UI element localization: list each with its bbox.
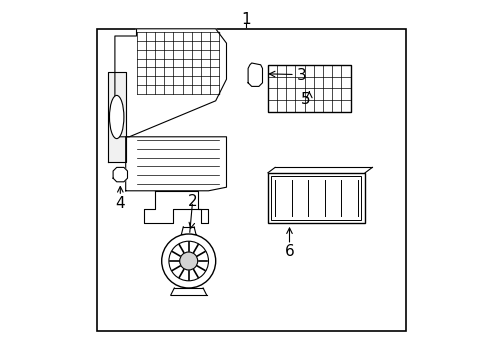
Polygon shape bbox=[115, 29, 226, 137]
Bar bbox=[267, 65, 350, 112]
Circle shape bbox=[162, 234, 215, 288]
Text: 3: 3 bbox=[297, 68, 306, 83]
Polygon shape bbox=[107, 72, 125, 162]
Circle shape bbox=[168, 241, 208, 281]
Text: 5: 5 bbox=[300, 91, 310, 107]
Polygon shape bbox=[113, 167, 127, 182]
Bar bbox=[97, 29, 406, 331]
Text: 2: 2 bbox=[187, 194, 197, 209]
Bar bbox=[267, 173, 365, 223]
Polygon shape bbox=[143, 191, 208, 223]
Text: 4: 4 bbox=[115, 196, 125, 211]
Polygon shape bbox=[247, 63, 262, 86]
Polygon shape bbox=[125, 137, 226, 191]
Text: 1: 1 bbox=[241, 12, 251, 27]
Bar bbox=[271, 176, 361, 220]
Bar bbox=[136, 32, 219, 94]
Text: 6: 6 bbox=[284, 244, 294, 260]
Ellipse shape bbox=[109, 95, 123, 139]
Circle shape bbox=[179, 252, 197, 270]
